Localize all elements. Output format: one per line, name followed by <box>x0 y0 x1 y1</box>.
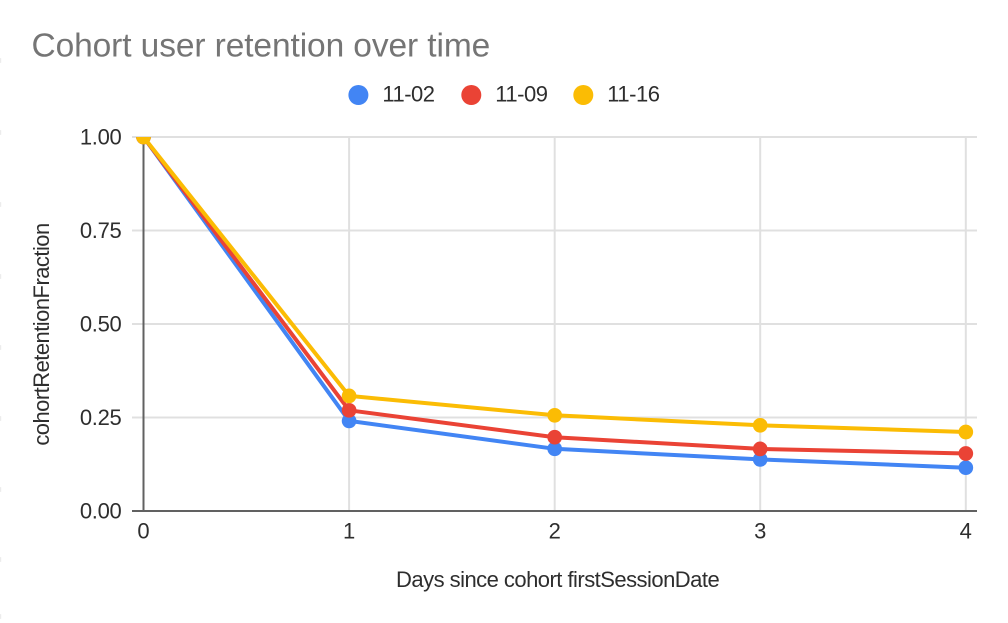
svg-text:Days since cohort firstSession: Days since cohort firstSessionDate <box>396 567 719 592</box>
svg-text:1: 1 <box>343 519 355 544</box>
svg-text:0.75: 0.75 <box>80 218 122 243</box>
svg-text:1.00: 1.00 <box>80 125 122 150</box>
svg-text:cohortRetentionFraction: cohortRetentionFraction <box>29 223 54 445</box>
svg-text:0.25: 0.25 <box>80 405 122 430</box>
svg-text:11-09: 11-09 <box>495 82 547 107</box>
svg-text:0.50: 0.50 <box>80 312 122 337</box>
svg-text:3: 3 <box>754 519 766 544</box>
svg-text:Cohort user retention over tim: Cohort user retention over time <box>32 28 491 65</box>
svg-text:11-02: 11-02 <box>382 82 434 107</box>
svg-text:2: 2 <box>549 519 561 544</box>
svg-text:11-16: 11-16 <box>607 82 659 107</box>
svg-text:0: 0 <box>137 519 149 544</box>
svg-text:0.00: 0.00 <box>80 499 122 524</box>
svg-text:4: 4 <box>960 519 972 544</box>
